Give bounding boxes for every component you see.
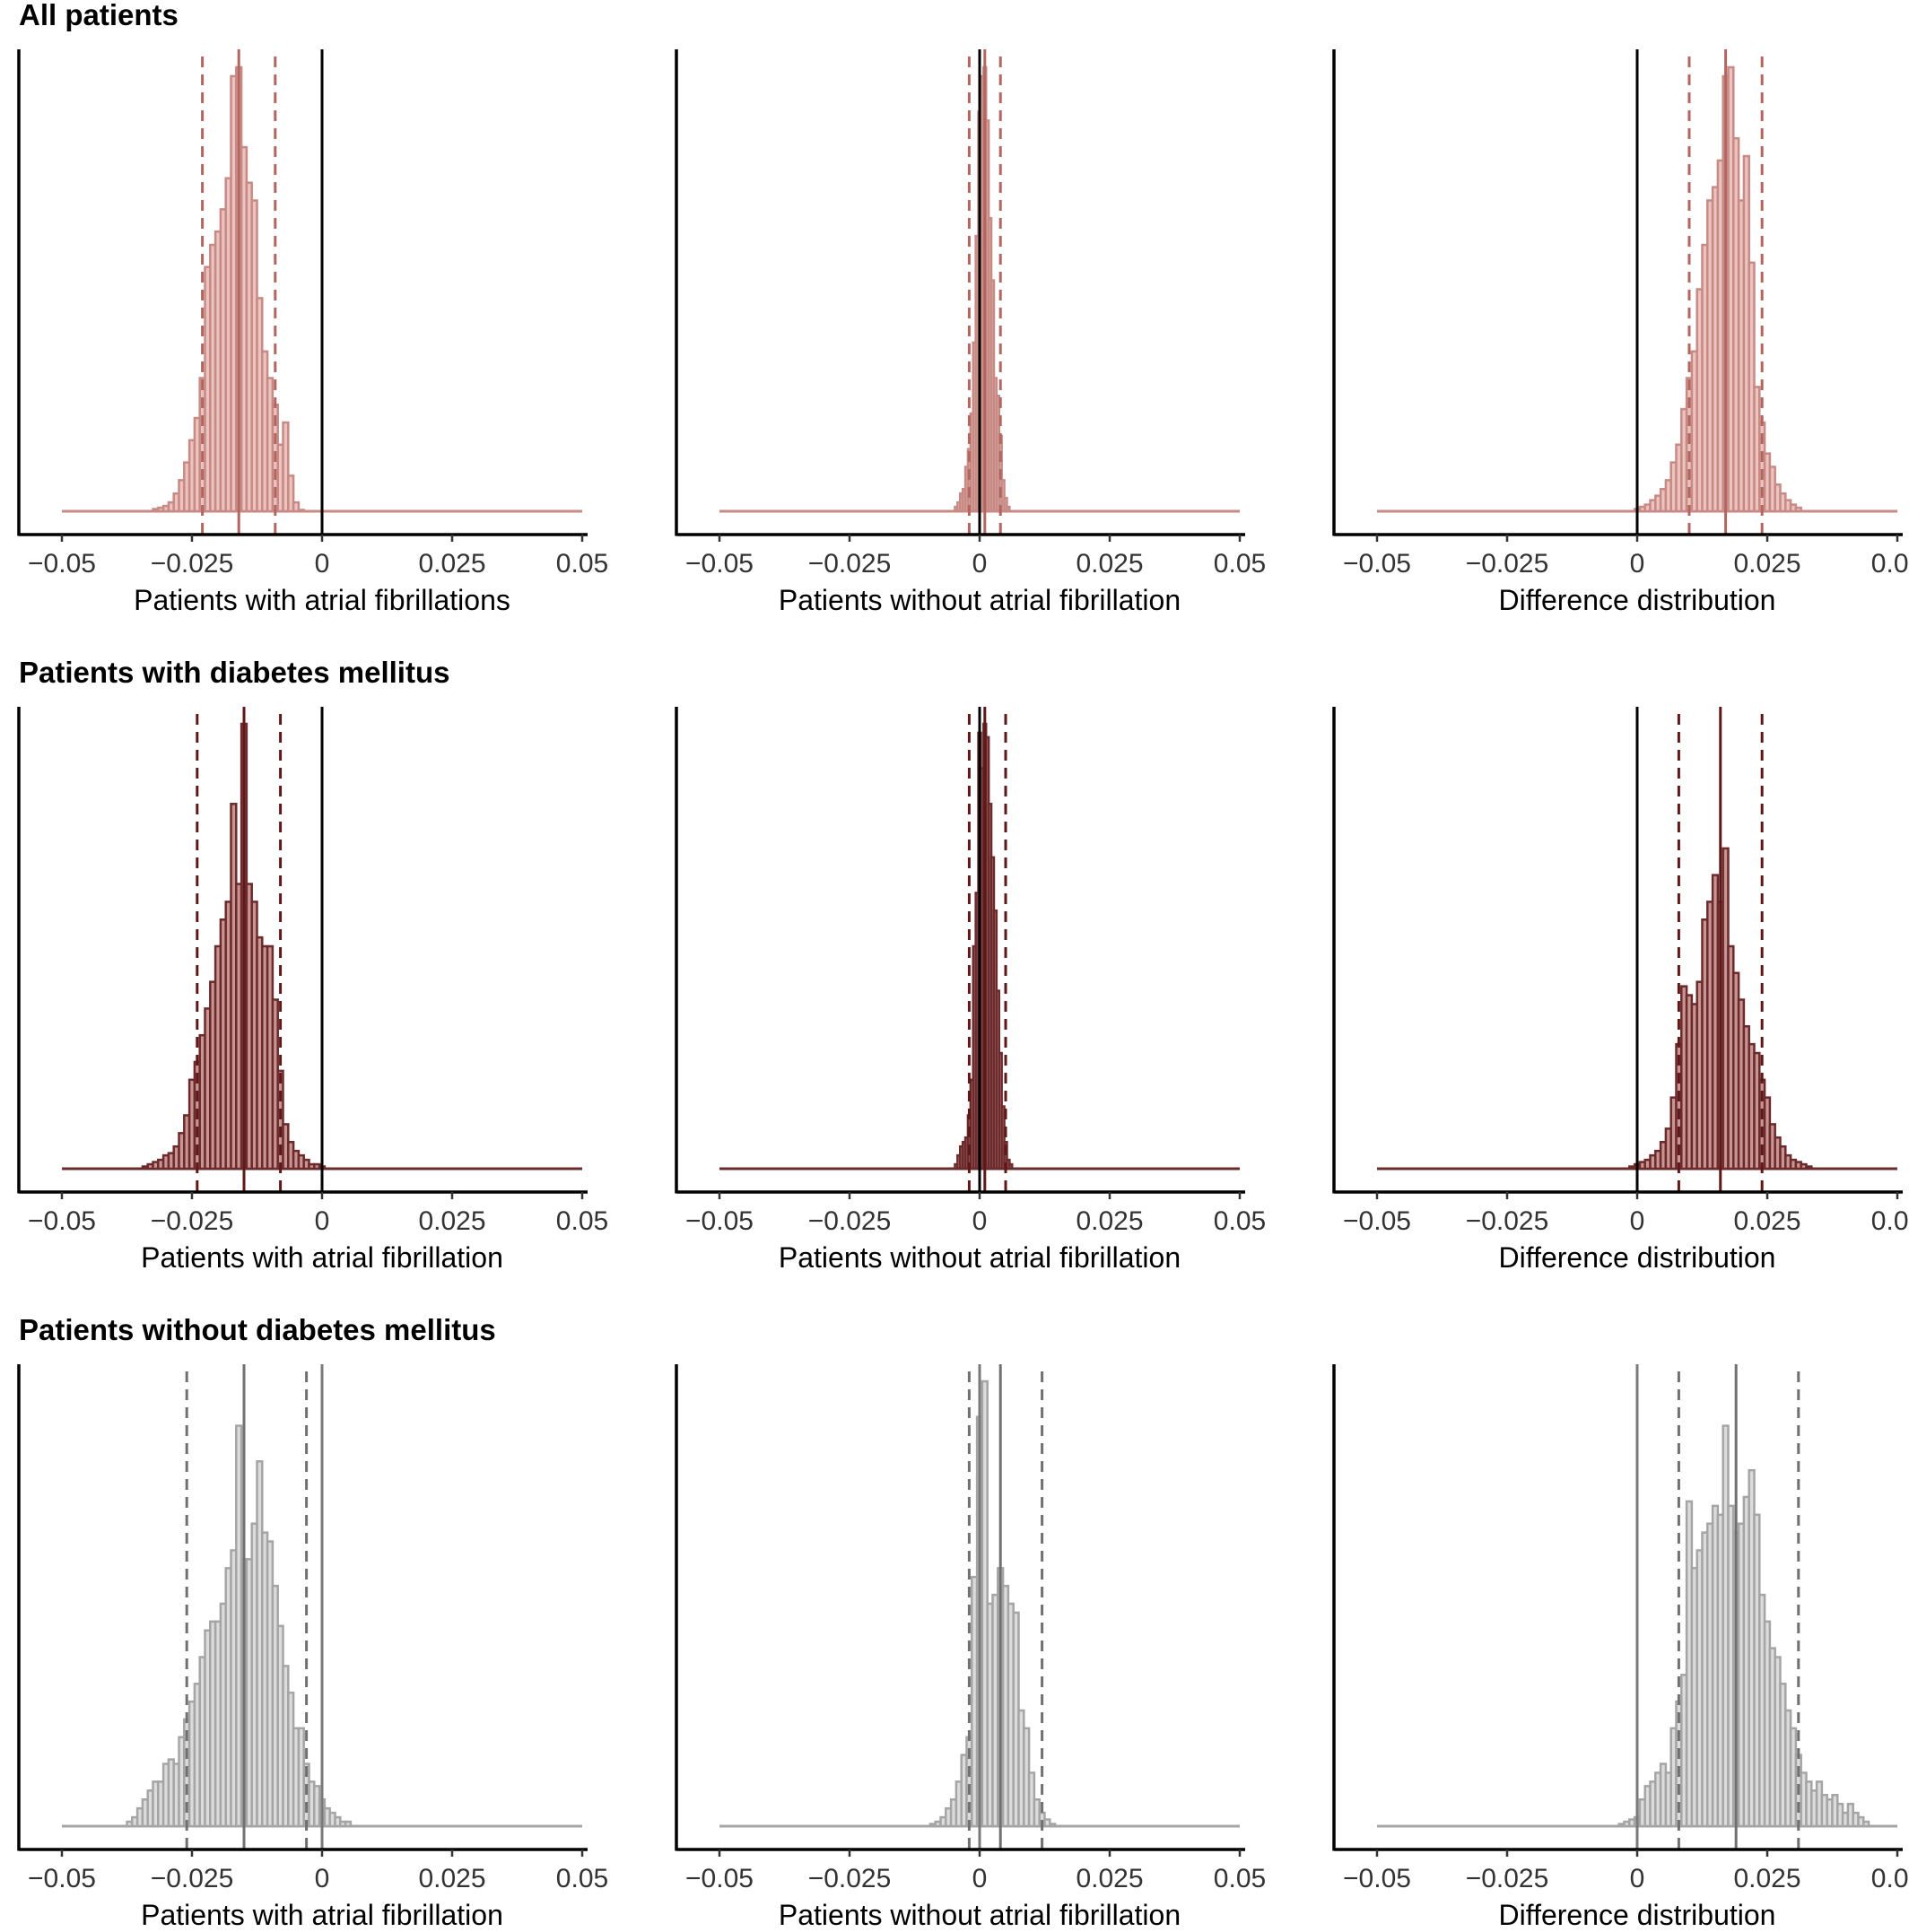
x-tick-label: 0	[972, 549, 988, 579]
row-title: Patients without diabetes mellitus	[19, 1313, 496, 1346]
histogram-bar	[297, 509, 305, 513]
x-tick-label: 0.025	[1733, 1864, 1800, 1893]
x-tick-label: 0.05	[556, 1864, 608, 1893]
x-tick-label: 0.05	[1871, 1206, 1909, 1236]
x-tick-label: −0.05	[1343, 549, 1411, 579]
x-tick-label: −0.025	[808, 1206, 892, 1236]
x-tick-label: 0.025	[418, 549, 485, 579]
x-axis-label: Patients with atrial fibrillation	[141, 1241, 503, 1274]
x-tick-label: −0.025	[808, 549, 892, 579]
x-tick-label: −0.05	[685, 1206, 754, 1236]
x-axis-label: Patients without atrial fibrillation	[779, 1241, 1181, 1274]
panel-2-1: −0.05 −0.025 0 0.025 0.05 Patients with atria…	[17, 707, 608, 1274]
x-tick-label: 0.05	[1871, 1864, 1909, 1893]
x-axis-label: Difference distribution	[1499, 1899, 1776, 1931]
panel-2-3: −0.05 −0.025 0 0.025 0.05 Difference distribu…	[1332, 707, 1909, 1274]
x-tick-label: −0.025	[808, 1864, 892, 1893]
histogram-bar	[1862, 1820, 1870, 1828]
x-tick-label: 0.05	[1214, 549, 1266, 579]
x-tick-label: −0.05	[28, 1864, 96, 1893]
x-tick-label: 0.025	[1733, 549, 1800, 579]
x-tick-label: −0.025	[151, 1864, 234, 1893]
x-axis-label: Difference distribution	[1499, 1241, 1776, 1274]
panel-1-3: −0.05 −0.025 0 0.025 0.05 Difference distribu…	[1332, 49, 1909, 616]
x-tick-label: 0.05	[1871, 549, 1909, 579]
histogram-bar	[1006, 505, 1011, 513]
histogram-bar	[1003, 496, 1008, 513]
x-tick-label: 0.025	[1733, 1206, 1800, 1236]
x-tick-label: 0	[1630, 1864, 1645, 1893]
x-tick-label: 0	[1630, 549, 1645, 579]
x-tick-label: 0	[315, 1206, 330, 1236]
x-tick-label: −0.025	[151, 549, 234, 579]
histogram-bar	[1805, 1165, 1813, 1171]
histogram-bar	[1794, 506, 1802, 513]
x-tick-label: −0.05	[28, 1206, 96, 1236]
x-tick-label: 0.025	[1076, 1864, 1143, 1893]
panel-2-2: −0.05 −0.025 0 0.025 0.05 Patients without at…	[675, 707, 1266, 1274]
row-3: Patients without diabetes mellitus−0.05−…	[17, 1313, 1909, 1931]
x-tick-label: 0	[972, 1864, 988, 1893]
row-1: All patients −0.05 −0.025 0 0.025 0.05 Patient…	[17, 0, 1909, 616]
x-tick-label: 0.05	[556, 1206, 608, 1236]
panel-3-1: −0.05 −0.025 0 0.025 0.05 Patients with atria…	[17, 1364, 608, 1931]
row-title: All patients	[19, 0, 179, 31]
histogram-bars	[152, 65, 305, 513]
x-tick-label: −0.025	[1466, 1206, 1549, 1236]
x-tick-label: 0.05	[556, 549, 608, 579]
x-tick-label: 0.05	[1214, 1206, 1266, 1236]
x-tick-label: −0.05	[1343, 1864, 1411, 1893]
x-tick-label: 0.025	[418, 1864, 485, 1893]
histogram-bars	[1617, 1424, 1870, 1828]
x-tick-label: −0.025	[151, 1206, 234, 1236]
x-tick-label: −0.025	[1466, 549, 1549, 579]
panel-1-1: −0.05 −0.025 0 0.025 0.05 Patients with atria…	[17, 49, 608, 616]
x-tick-label: 0.05	[1214, 1864, 1266, 1893]
histogram-bars	[1633, 65, 1802, 513]
histogram-bars	[126, 1424, 353, 1828]
histogram-bar	[1000, 1105, 1006, 1171]
histogram-bar	[344, 1820, 353, 1828]
x-tick-label: 0	[1630, 1206, 1645, 1236]
x-tick-label: −0.025	[1466, 1864, 1549, 1893]
histogram-bar	[1049, 1823, 1057, 1828]
x-tick-label: −0.05	[28, 549, 96, 579]
row-2: Patients with diabetes mellitus−0.05 −0.0…	[17, 656, 1909, 1274]
histogram-bar	[282, 421, 290, 513]
x-tick-label: 0	[315, 1864, 330, 1893]
x-tick-label: −0.05	[1343, 1206, 1411, 1236]
x-tick-label: 0.025	[1076, 1206, 1143, 1236]
histogram-bar	[292, 500, 301, 513]
figure-rows: All patients −0.05 −0.025 0 0.025 0.05 Patient…	[17, 0, 1909, 1931]
x-tick-label: −0.05	[685, 549, 754, 579]
x-axis-label: Patients with atrial fibrillation	[141, 1899, 503, 1931]
x-tick-label: 0	[972, 1206, 988, 1236]
panel-3-3: −0.05 −0.025 0 0.025 0.05 Difference distribu…	[1332, 1364, 1909, 1931]
histogram-bar	[1008, 1162, 1014, 1171]
histogram-bars	[928, 1379, 1057, 1828]
panel-3-2: −0.05 −0.025 0 0.025 0.05 Patients without at…	[675, 1364, 1266, 1931]
x-axis-label: Patients with atrial fibrillations	[134, 584, 510, 616]
histogram-bar	[287, 474, 295, 513]
x-tick-label: 0.025	[1076, 549, 1143, 579]
x-tick-label: 0	[315, 549, 330, 579]
x-tick-label: −0.05	[685, 1864, 754, 1893]
x-axis-label: Patients without atrial fibrillation	[779, 584, 1181, 616]
histogram-bars	[141, 722, 327, 1171]
x-axis-label: Patients without atrial fibrillation	[779, 1899, 1181, 1931]
row-title: Patients with diabetes mellitus	[19, 656, 449, 689]
x-tick-label: 0.025	[418, 1206, 485, 1236]
panel-1-2: −0.05 −0.025 0 0.025 0.05 Patients without at…	[675, 49, 1266, 616]
x-axis-label: Difference distribution	[1499, 584, 1776, 616]
